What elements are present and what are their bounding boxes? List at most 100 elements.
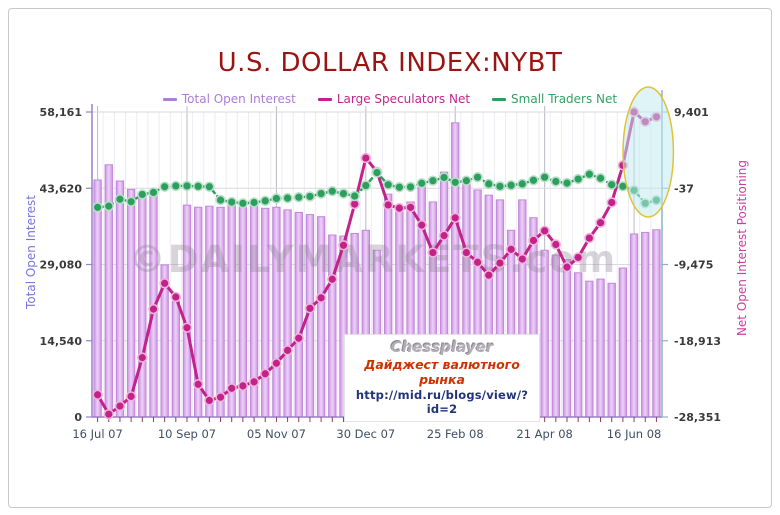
data-point — [271, 358, 282, 369]
data-point — [92, 389, 103, 400]
data-point — [304, 303, 316, 314]
data-point — [550, 176, 562, 187]
x-tick-label: 21 Apr 08 — [516, 427, 572, 441]
data-point — [293, 192, 304, 203]
legend-swatch-total-open-interest — [162, 97, 177, 101]
data-point — [327, 185, 338, 197]
data-point — [360, 180, 372, 191]
legend-item-small-traders-net: Small Traders Net — [492, 92, 617, 106]
data-point — [584, 169, 595, 180]
data-point — [438, 230, 450, 241]
data-point — [192, 181, 204, 192]
data-point — [137, 189, 148, 200]
data-point — [338, 240, 349, 251]
data-point — [595, 217, 606, 228]
right-tick-label: -28,351 — [674, 411, 721, 424]
data-point — [248, 197, 260, 208]
data-point — [170, 291, 182, 303]
data-point — [125, 391, 137, 402]
data-point — [282, 345, 293, 356]
left-tick-label: 0 — [74, 411, 82, 424]
data-point — [561, 177, 573, 189]
data-point — [572, 252, 584, 263]
data-point — [427, 175, 439, 186]
data-point — [382, 179, 394, 190]
bar-week-1 — [93, 179, 102, 418]
data-point — [248, 376, 260, 388]
data-point — [550, 239, 562, 250]
data-point — [170, 180, 182, 192]
data-point — [472, 172, 483, 183]
data-point — [450, 212, 461, 224]
bar-week-8 — [171, 301, 181, 418]
data-point — [394, 202, 405, 214]
data-point — [215, 391, 226, 403]
data-point — [405, 202, 416, 213]
legend-label-large-speculators-net: Large Speculators Net — [336, 92, 471, 106]
bar-week-49 — [629, 233, 639, 418]
data-point — [427, 247, 439, 258]
x-tick-label: 10 Sep 07 — [158, 427, 216, 441]
bar-week-43 — [562, 259, 572, 418]
legend-item-total-open-interest: Total Open Interest — [162, 92, 296, 106]
data-point — [438, 172, 450, 183]
data-point — [260, 195, 271, 207]
left-tick-label: 43,620 — [40, 182, 83, 195]
legend-swatch-small-traders-net — [492, 97, 507, 101]
data-point — [595, 173, 606, 184]
data-point — [371, 167, 383, 178]
data-point — [483, 178, 494, 190]
x-tick-label: 16 Jul 07 — [72, 427, 122, 441]
y-axis-labels-right: 9,401 -37 -9,475 -18,913 -28,351 — [674, 106, 721, 424]
data-point — [483, 270, 494, 281]
data-point — [461, 247, 472, 258]
data-point — [125, 196, 137, 207]
watermark: ©DAILYMARKETS.com — [129, 238, 615, 281]
data-point — [114, 400, 126, 412]
bar-week-47 — [607, 282, 616, 418]
data-point — [215, 194, 226, 206]
chart-title: U.S. DOLLAR INDEX:NYBT — [217, 48, 563, 78]
data-point — [293, 333, 304, 344]
data-point — [204, 181, 215, 192]
data-point — [394, 182, 405, 193]
annotation-subtitle: Дайджест валютного рынка — [364, 356, 520, 388]
annotation-author: Chessplayer — [390, 338, 494, 356]
data-point — [92, 202, 103, 213]
data-point — [237, 198, 249, 209]
x-axis-labels: 16 Jul 07 10 Sep 07 05 Nov 07 30 Dec 07 25 F… — [72, 427, 661, 441]
data-point — [461, 175, 472, 186]
chart-legend: Total Open Interest Large Speculators Ne… — [0, 92, 780, 106]
data-point — [528, 235, 539, 246]
data-point — [338, 188, 349, 199]
annotation-url: http://mid.ru/blogs/view/?id=2 — [355, 388, 529, 417]
highlight-ellipse — [622, 86, 675, 218]
x-tick-label: 25 Feb 08 — [427, 427, 484, 441]
data-point — [260, 368, 271, 379]
data-point — [271, 193, 282, 204]
right-tick-label: -18,913 — [674, 335, 721, 348]
data-point — [181, 180, 193, 192]
data-point — [539, 172, 550, 183]
data-point — [472, 257, 483, 268]
bar-week-9 — [182, 204, 192, 418]
data-point — [148, 303, 159, 315]
bar-week-50 — [641, 231, 650, 418]
legend-swatch-large-speculators-net — [317, 97, 332, 101]
bar-week-46 — [596, 278, 605, 418]
bar-week-3 — [115, 180, 125, 418]
data-point — [494, 257, 506, 269]
data-point — [349, 190, 360, 202]
bar-week-51 — [652, 229, 661, 418]
left-tick-label: 58,161 — [40, 106, 82, 119]
data-point — [606, 179, 617, 190]
data-point — [505, 180, 517, 191]
data-point — [237, 380, 249, 392]
data-point — [226, 196, 237, 208]
data-point — [204, 395, 215, 406]
left-tick-label: 14,540 — [40, 335, 83, 348]
bar-week-44 — [573, 272, 583, 418]
legend-label-total-open-interest: Total Open Interest — [181, 92, 296, 106]
data-point — [572, 173, 584, 185]
